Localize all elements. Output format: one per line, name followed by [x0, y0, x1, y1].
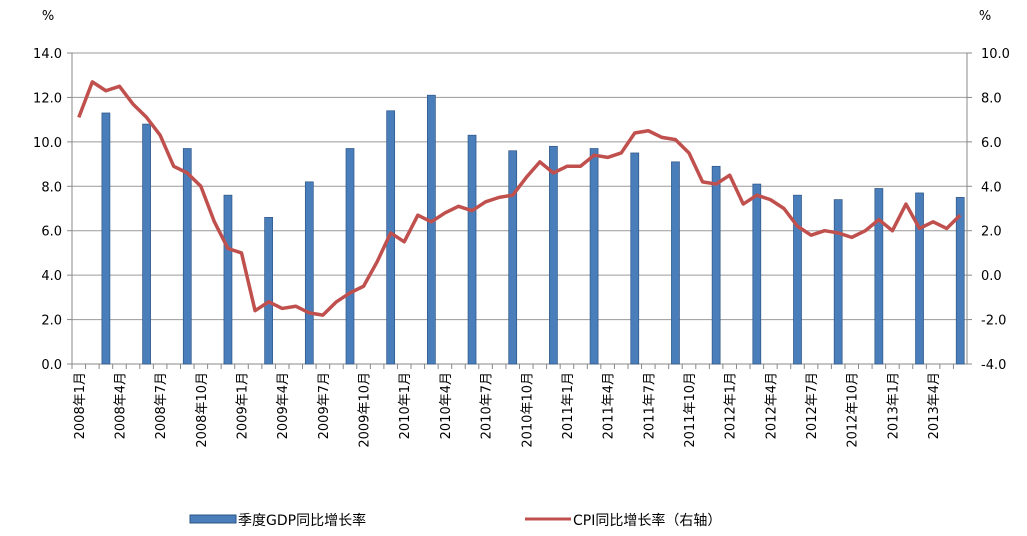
y-tick-label: 14.0: [33, 47, 62, 62]
y-tick-label: 4.0: [41, 269, 62, 284]
x-tick-label: 2010年7月: [480, 372, 495, 439]
bar: [549, 145, 558, 365]
y-tick-label: 2.0: [41, 314, 62, 329]
y2-tick-label: 2.0: [981, 225, 1002, 240]
bar: [508, 150, 518, 365]
bar: [752, 183, 762, 365]
y2-tick-label: 6.0: [981, 136, 1002, 151]
bar: [630, 152, 640, 365]
x-tick-label: 2009年7月: [317, 372, 332, 439]
bar: [182, 148, 192, 365]
x-tick-label: 2009年4月: [276, 372, 291, 439]
x-tick-label: 2012年7月: [805, 372, 820, 439]
x-tick-label: 2012年4月: [764, 372, 779, 439]
x-tick-label: 2011年4月: [602, 372, 617, 439]
x-tick-label: 2009年1月: [236, 372, 251, 439]
bar: [467, 134, 477, 365]
x-tick-label: 2010年1月: [398, 372, 413, 439]
bar: [874, 188, 884, 365]
x-tick-label: 2013年1月: [886, 372, 901, 439]
legend-label: 季度GDP同比增长率: [238, 512, 366, 529]
bar: [793, 194, 802, 365]
bar: [101, 112, 111, 365]
y-tick-label: 10.0: [33, 136, 62, 151]
x-tick-label: 2010年10月: [520, 372, 535, 448]
x-tick-label: 2012年1月: [724, 372, 739, 439]
y2-tick-label: 4.0: [981, 180, 1002, 195]
x-tick-label: 2012年10月: [846, 372, 861, 448]
legend-label: CPI同比增长率（右轴）: [573, 512, 721, 529]
bar: [955, 197, 965, 365]
x-tick-label: 2011年7月: [642, 372, 657, 439]
x-tick-label: 2008年7月: [154, 372, 169, 439]
y2-tick-label: -2.0: [981, 314, 1006, 329]
bar: [427, 94, 436, 365]
bar: [589, 148, 599, 365]
bar: [345, 148, 355, 365]
y-axis-label: %: [42, 9, 54, 24]
x-tick-label: 2008年4月: [113, 372, 128, 439]
bar: [142, 123, 151, 365]
x-tick-label: 2008年10月: [195, 372, 210, 448]
x-tick-label: 2013年4月: [927, 372, 942, 439]
y2-tick-label: 0.0: [981, 269, 1002, 284]
x-tick-label: 2011年1月: [561, 372, 576, 439]
x-tick-label: 2011年10月: [683, 372, 698, 448]
y2-axis-label: %: [979, 9, 991, 24]
line: [77, 80, 962, 317]
y-tick-label: 0.0: [41, 358, 62, 373]
legend-swatch: [189, 514, 237, 524]
x-tick-label: 2009年10月: [358, 372, 373, 448]
bar: [833, 199, 843, 365]
y2-tick-label: 8.0: [981, 91, 1002, 106]
x-tick-label: 2010年4月: [439, 372, 454, 439]
y2-tick-label: -4.0: [981, 358, 1006, 373]
bar: [711, 165, 721, 365]
bar: [671, 161, 680, 365]
bar: [915, 192, 924, 365]
x-tick-label: 2008年1月: [73, 372, 88, 439]
y-tick-label: 8.0: [41, 180, 62, 195]
bar: [264, 217, 273, 365]
bar: [304, 181, 314, 365]
y-tick-label: 12.0: [33, 91, 62, 106]
y-tick-label: 6.0: [41, 225, 62, 240]
bar: [223, 194, 233, 365]
y2-tick-label: 10.0: [981, 47, 1010, 62]
